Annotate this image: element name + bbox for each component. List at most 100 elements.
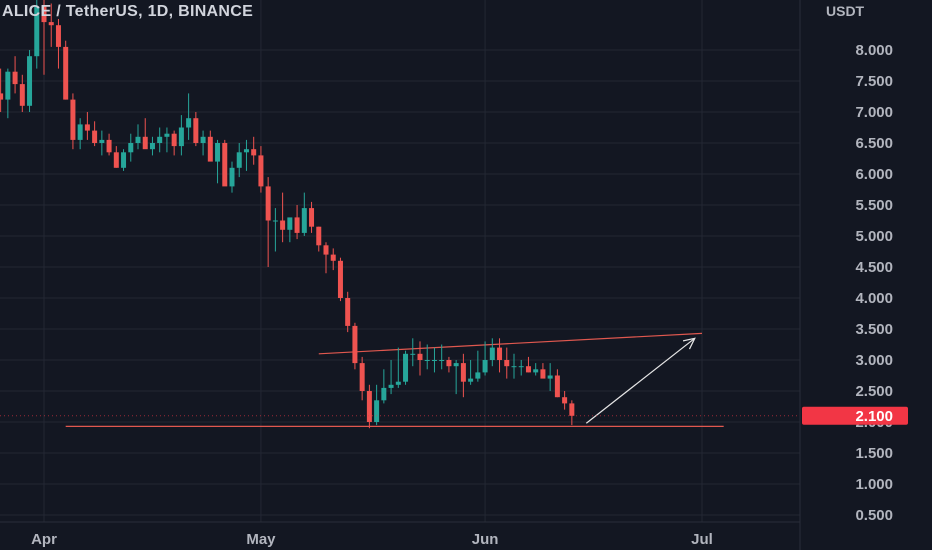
candle — [359, 356, 365, 401]
candle — [475, 350, 481, 382]
candle-body — [236, 152, 242, 168]
projection-arrow — [585, 337, 696, 424]
candle — [366, 384, 372, 429]
candle — [330, 248, 336, 271]
candle — [301, 192, 307, 236]
candle-body — [70, 99, 76, 140]
candle — [27, 50, 33, 112]
candle — [193, 112, 199, 147]
candle-body — [41, 6, 47, 23]
y-tick-label: 6.000 — [855, 166, 893, 183]
candle — [128, 133, 134, 162]
y-tick-label: 0.500 — [855, 507, 893, 524]
candle — [99, 130, 105, 156]
candle-body — [431, 360, 437, 361]
candle-body — [251, 149, 257, 156]
candle-body — [547, 375, 553, 379]
candle-body — [359, 363, 365, 391]
candle-body — [446, 360, 452, 367]
candle-body — [222, 143, 228, 187]
candle-body — [301, 208, 307, 233]
candle — [19, 74, 25, 112]
candle — [446, 356, 452, 373]
candle-body — [489, 347, 495, 360]
candle — [309, 201, 315, 233]
candle-body — [19, 84, 25, 106]
candle-body — [511, 366, 517, 368]
candle — [410, 338, 416, 367]
candle-body — [27, 56, 33, 106]
candle — [142, 118, 148, 150]
candle — [215, 139, 221, 184]
candle — [63, 40, 69, 100]
time-axis[interactable]: Apr May Jun Jul — [31, 531, 713, 548]
candle — [381, 369, 387, 404]
candlestick-series — [0, 0, 575, 429]
candle-body — [34, 6, 40, 57]
candle-body — [569, 403, 575, 416]
candle — [540, 363, 546, 379]
last-price-badge — [802, 406, 908, 425]
x-tick-label: May — [246, 531, 276, 548]
candle-body — [330, 254, 336, 261]
candle-body — [562, 397, 568, 404]
price-unit-label: USDT — [826, 3, 865, 19]
candle-body — [258, 155, 264, 187]
candle — [164, 127, 170, 153]
candle-body — [193, 118, 199, 143]
candle-body — [84, 124, 90, 131]
candle — [562, 391, 568, 410]
candle — [200, 130, 206, 156]
x-tick-label: Apr — [31, 531, 57, 548]
candle — [12, 56, 18, 94]
candle-body — [135, 136, 141, 143]
price-axis[interactable]: 0.5001.0001.5002.0002.5003.0003.5004.000… — [855, 42, 893, 524]
y-tick-label: 5.500 — [855, 197, 893, 214]
x-tick-label: Jun — [472, 531, 499, 548]
arrow-shaft — [585, 337, 696, 424]
candle-body — [0, 93, 4, 100]
candle — [554, 369, 560, 398]
candle-body — [200, 136, 206, 143]
candle-body — [388, 384, 394, 388]
y-tick-label: 1.500 — [855, 445, 893, 462]
candle — [374, 384, 380, 426]
candle — [106, 133, 112, 156]
candle — [533, 363, 539, 376]
candle-body — [207, 136, 213, 162]
candle-body — [171, 133, 177, 147]
candle-body — [403, 353, 409, 382]
candle-body — [352, 325, 358, 364]
candle-body — [164, 133, 170, 137]
x-tick-label: Jul — [691, 531, 713, 548]
y-tick-label: 6.500 — [855, 135, 893, 152]
candle-body — [265, 186, 271, 221]
y-tick-label: 7.000 — [855, 104, 893, 121]
candle — [403, 350, 409, 385]
candle — [424, 344, 430, 370]
candle-body — [142, 136, 148, 150]
candle — [511, 353, 517, 379]
candle — [251, 136, 257, 165]
candle-body — [345, 298, 351, 326]
candle — [265, 177, 271, 267]
candle — [417, 341, 423, 376]
candle — [525, 356, 531, 373]
last-price-tag: 2.100 — [0, 406, 908, 425]
candle — [243, 139, 249, 171]
candle — [207, 130, 213, 162]
candle — [272, 208, 278, 252]
candle-body — [178, 127, 184, 147]
candle-body — [554, 375, 560, 398]
candle-body — [468, 378, 474, 382]
candle-body — [106, 139, 112, 153]
candle — [489, 338, 495, 367]
candle — [0, 68, 4, 112]
candle-body — [460, 363, 466, 382]
candle — [468, 360, 474, 385]
last-price-text: 2.100 — [855, 408, 893, 425]
candle-body — [149, 143, 155, 150]
candle-body — [395, 381, 401, 385]
candle — [113, 146, 119, 168]
